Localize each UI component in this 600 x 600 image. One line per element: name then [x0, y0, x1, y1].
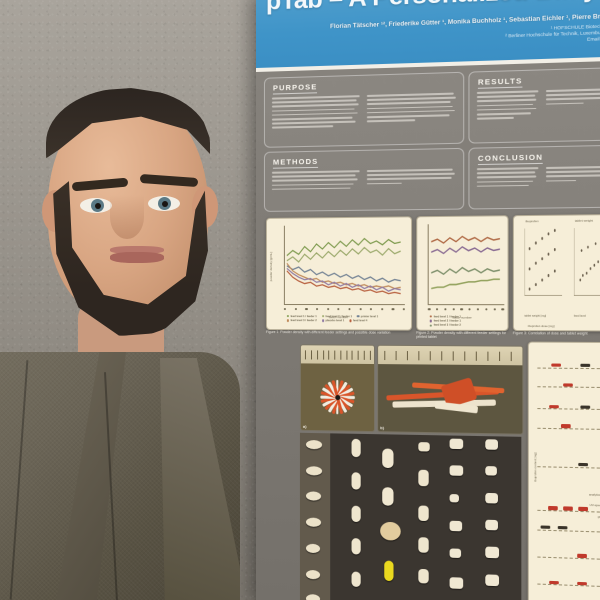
- section-body-results: [476, 88, 600, 137]
- section-methods: METHODS: [263, 147, 465, 212]
- legend-item: feed level 3 / feeder 2: [429, 324, 461, 327]
- tablet-tan-round: [380, 521, 401, 541]
- legend-item: placebo level 1: [321, 319, 344, 322]
- conclusion-column-2: [545, 165, 600, 202]
- legend-item: feed level 4: [349, 319, 367, 322]
- nose: [110, 195, 144, 239]
- figure-3b-svg: [574, 228, 600, 296]
- figure-2-legend: feed level 1 / feeder 1 feed level 2 / f…: [429, 315, 502, 329]
- figure-4-legend-uv: UV-spectroscopy: [589, 502, 600, 508]
- eye-right: [148, 196, 180, 211]
- figure-2-xticks: [427, 307, 504, 313]
- legend-item: feed level 1 / feeder 1: [429, 315, 461, 318]
- figure-4-forest-plot: analytical method UV-spectroscopy gravim…: [527, 341, 600, 600]
- figure-3a-title: ibuprofen: [525, 219, 539, 224]
- figure-3-caption: Figure 3: Correlation of dose and tablet…: [512, 331, 588, 336]
- conference-poster: pTab – A Personalized Bilayer Tablet Flo…: [256, 0, 600, 600]
- results-column-1: [476, 90, 538, 137]
- figure-3b-xlabel: feed level: [573, 314, 586, 318]
- photo-printed-strips: b): [377, 344, 524, 435]
- mouth: [110, 252, 164, 263]
- figure-2-svg: [429, 225, 504, 303]
- photo-feeding-wheel: a): [299, 344, 376, 433]
- poster-affiliations: ¹ HOFSCHULE Biotechnologie ² Berliner Ho…: [505, 23, 600, 46]
- figure-1-series: [285, 226, 405, 303]
- section-body-purpose: [271, 92, 456, 142]
- poster-body: PURPOSE: [256, 60, 600, 600]
- figure-4-ylabel: ibuprofen content [mg]: [533, 452, 538, 482]
- photo-tablet-grid: [299, 432, 522, 600]
- figure-1-legend: feed level 1 / feeder 1 feed level 2 / f…: [286, 315, 402, 329]
- upper-lip: [110, 246, 164, 254]
- figure-2-caption: Figure 2: Powder density with different …: [416, 330, 507, 340]
- figure-1-xticks: [283, 307, 406, 313]
- tablet-yellow-capsule: [384, 560, 394, 582]
- legend-item: feed level 2 / feeder 1: [429, 319, 461, 323]
- figure-1-svg: [285, 226, 405, 303]
- feeding-wheel-photo: [300, 363, 374, 432]
- figure-3-subplot-b: tablet weight feed level: [565, 218, 600, 318]
- section-heading-results: RESULTS: [477, 76, 523, 87]
- methods-column-2: [366, 168, 456, 205]
- figure-2-uniformity: batch number feed level 1 / feeder 1 fee…: [416, 215, 509, 332]
- section-body-methods: [271, 168, 456, 206]
- legend-item: printer level 1: [357, 315, 378, 318]
- ruler-strip-b: [378, 345, 523, 366]
- legend-item: feed level 3 / feeder 2: [286, 319, 317, 322]
- figure-2-series: [429, 225, 504, 303]
- legend-item: feed level 1 / feeder 1: [286, 315, 317, 318]
- figure-4-legend-title: analytical method: [588, 491, 600, 497]
- section-results: RESULTS: [468, 67, 600, 144]
- figure-3-correlation: ibuprofen tablet weight [mg] tablet weig…: [512, 214, 600, 332]
- figure-3a-xlabel: tablet weight [mg]: [524, 314, 547, 318]
- iris-right: [158, 197, 171, 210]
- photo-label-b: b): [380, 425, 385, 431]
- purpose-column-2: [366, 92, 456, 140]
- figure-3b-title: tablet weight: [574, 218, 594, 224]
- section-heading-conclusion: CONCLUSION: [477, 152, 544, 164]
- figure-3-legend-note: ibuprofen dose [mg]: [527, 323, 555, 328]
- eye-left: [80, 198, 112, 213]
- presenter: [0, 0, 290, 600]
- legend-item: feed level 2 / feeder 1: [321, 315, 352, 318]
- results-column-2: [545, 88, 600, 135]
- section-purpose: PURPOSE: [263, 71, 465, 148]
- printed-strips-photo: [378, 364, 523, 434]
- conclusion-column-1: [476, 167, 538, 203]
- photo-label-a: a): [302, 423, 307, 429]
- ruler-strip-a: [300, 345, 374, 365]
- figure-3a-svg: [524, 228, 562, 296]
- iris-left: [91, 199, 104, 212]
- section-body-conclusion: [476, 165, 600, 203]
- figure-3-subplot-a: ibuprofen tablet weight [mg]: [516, 219, 563, 318]
- section-conclusion: CONCLUSION: [468, 144, 600, 210]
- tablet-grid-scale-labels: [302, 436, 330, 600]
